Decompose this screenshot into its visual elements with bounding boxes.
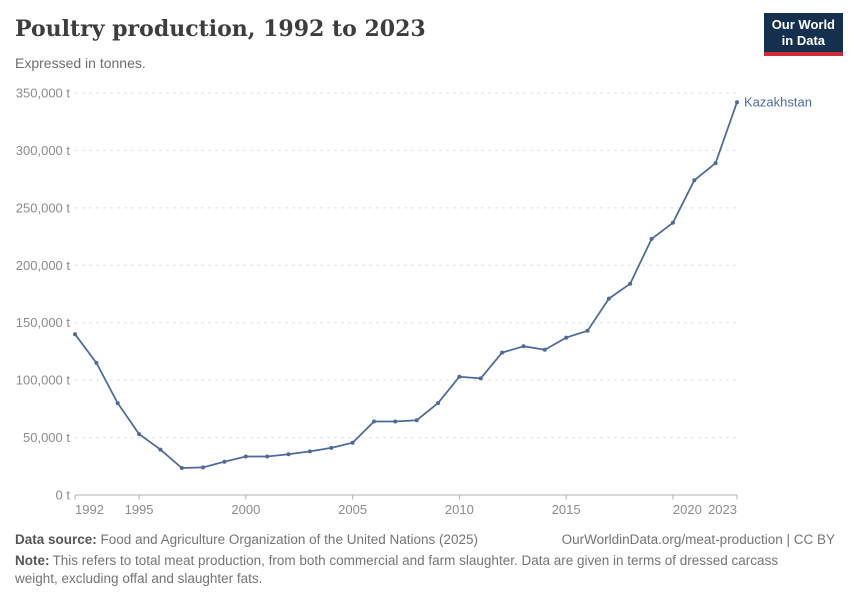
data-point-marker[interactable] xyxy=(649,236,654,241)
data-point-marker[interactable] xyxy=(735,100,739,105)
data-point-marker[interactable] xyxy=(670,220,675,225)
chart-subtitle: Expressed in tonnes. xyxy=(15,55,146,71)
data-point-marker[interactable] xyxy=(115,401,120,406)
data-point-marker[interactable] xyxy=(158,447,163,452)
data-point-marker[interactable] xyxy=(94,360,99,365)
data-point-marker[interactable] xyxy=(243,454,248,459)
footer-source-line: Data source: Food and Agriculture Organi… xyxy=(15,531,835,549)
x-axis-tick-label: 2015 xyxy=(552,502,581,517)
owid-logo[interactable]: Our World in Data xyxy=(763,13,843,56)
data-point-marker[interactable] xyxy=(521,344,526,349)
data-point-marker[interactable] xyxy=(307,449,312,454)
data-point-marker[interactable] xyxy=(564,335,569,340)
data-point-marker[interactable] xyxy=(372,419,376,424)
data-point-marker[interactable] xyxy=(286,452,291,457)
data-point-marker[interactable] xyxy=(436,401,440,406)
data-point-marker[interactable] xyxy=(414,418,419,423)
x-axis-tick-label: 2023 xyxy=(708,502,737,517)
data-point-marker[interactable] xyxy=(201,465,206,470)
data-source-label: Data source: xyxy=(15,532,97,547)
y-axis-tick-label: 300,000 t xyxy=(16,143,71,158)
y-axis-tick-label: 150,000 t xyxy=(16,315,71,330)
y-axis-tick-label: 100,000 t xyxy=(16,373,71,388)
data-point-marker[interactable] xyxy=(222,459,227,464)
data-source: Data source: Food and Agriculture Organi… xyxy=(15,531,478,549)
data-point-marker[interactable] xyxy=(73,332,77,337)
data-point-marker[interactable] xyxy=(329,445,334,450)
owid-logo-line2: in Data xyxy=(781,33,826,48)
note-text: This refers to total meat production, fr… xyxy=(15,553,779,586)
data-point-marker[interactable] xyxy=(457,374,462,379)
data-point-marker[interactable] xyxy=(606,296,611,301)
series-line-kazakhstan[interactable] xyxy=(74,101,738,469)
data-point-marker[interactable] xyxy=(137,432,142,437)
x-axis-tick-label: 2005 xyxy=(338,502,367,517)
data-point-marker[interactable] xyxy=(350,440,355,445)
x-axis-tick-label: 2000 xyxy=(231,502,260,517)
y-axis-tick-label: 50,000 t xyxy=(23,430,70,445)
y-axis-tick-label: 250,000 t xyxy=(16,200,71,215)
chart-canvas[interactable]: 0 t 50,000 t 100,000 t 150,000 t 200,000 t 25… xyxy=(0,0,850,530)
page-title: Poultry production, 1992 to 2023 xyxy=(15,16,426,42)
data-point-marker[interactable] xyxy=(628,281,633,286)
data-point-marker[interactable] xyxy=(585,328,590,333)
series-label-kazakhstan: Kazakhstan xyxy=(744,95,812,110)
x-axis-tick-label: 1992 xyxy=(75,502,104,517)
footer-note: Note: This refers to total meat productio… xyxy=(15,552,820,588)
data-point-marker[interactable] xyxy=(542,347,547,352)
data-point-marker[interactable] xyxy=(478,376,483,381)
y-axis-tick-label: 0 t xyxy=(56,488,71,503)
x-axis-tick-label: 2010 xyxy=(445,502,474,517)
data-point-marker[interactable] xyxy=(692,178,697,183)
data-point-marker[interactable] xyxy=(713,161,718,166)
note-label: Note: xyxy=(15,553,50,568)
data-point-marker[interactable] xyxy=(265,454,270,459)
y-axis-tick-label: 200,000 t xyxy=(16,258,71,273)
data-point-marker[interactable] xyxy=(500,350,505,355)
data-point-marker[interactable] xyxy=(179,466,184,470)
data-point-marker[interactable] xyxy=(393,419,398,424)
chart-footer: Data source: Food and Agriculture Organi… xyxy=(15,531,835,588)
y-axis-tick-label: 350,000 t xyxy=(16,86,71,101)
x-axis-tick-label: 2020 xyxy=(673,502,702,517)
owid-logo-line1: Our World xyxy=(771,17,835,32)
data-source-text: Food and Agriculture Organization of the… xyxy=(100,532,479,547)
owid-url-license-link[interactable]: OurWorldinData.org/meat-production | CC … xyxy=(561,532,835,547)
x-axis-tick-label: 1995 xyxy=(125,502,154,517)
